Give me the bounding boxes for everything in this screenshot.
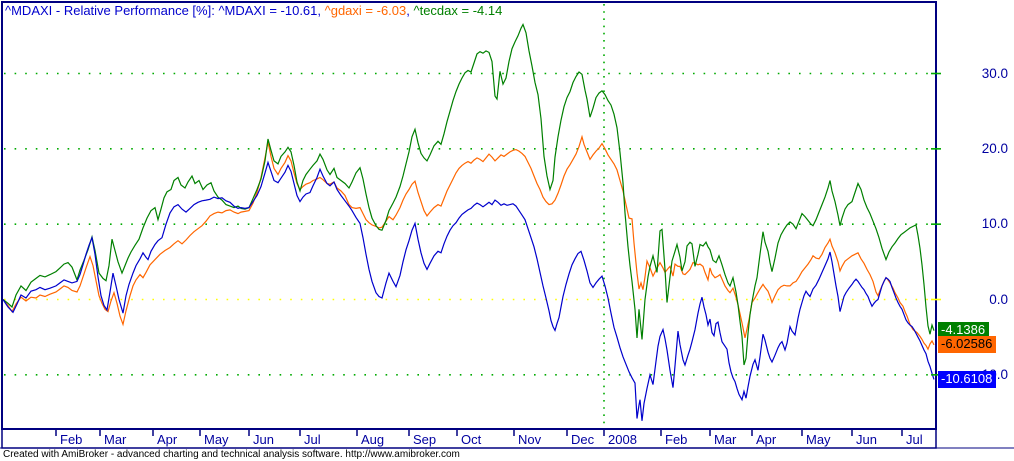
x-axis-label-4-Jun: Jun bbox=[253, 432, 274, 447]
x-axis-label-6-Aug: Aug bbox=[361, 432, 385, 447]
y-axis-label-20.0: 20.0 bbox=[981, 140, 1008, 156]
series-line-gdaxi bbox=[2, 134, 935, 351]
x-axis-label-8-Oct: Oct bbox=[461, 432, 482, 447]
chart-title-segment-1: ^gdaxi = -6.03 bbox=[324, 3, 407, 18]
chart-title-segment-2: , bbox=[406, 3, 414, 18]
footer-credit: Created with AmiBroker - advanced charti… bbox=[3, 449, 460, 460]
chart-title-segment-0: ^MDAXI - Relative Performance [%]: ^MDAX… bbox=[5, 3, 325, 18]
x-axis-label-11-2008: 2008 bbox=[608, 432, 637, 447]
last-value-badge-tecdax: -4.1386 bbox=[938, 322, 990, 339]
x-axis-label-13-Mar: Mar bbox=[714, 432, 737, 447]
y-axis-label-30.0: 30.0 bbox=[981, 65, 1008, 81]
y-axis-label-10.0: 10.0 bbox=[981, 216, 1008, 232]
x-axis-label-14-Apr: Apr bbox=[756, 432, 777, 447]
chart-title: ^MDAXI - Relative Performance [%]: ^MDAX… bbox=[4, 3, 507, 19]
y-axis-label-0.0: 0.0 bbox=[989, 291, 1008, 307]
x-axis-label-17-Jul: Jul bbox=[906, 432, 923, 447]
last-value-badge-gdaxi: -6.02586 bbox=[938, 336, 997, 353]
series-line-tecdax bbox=[2, 23, 935, 366]
x-axis-label-0-Feb: Feb bbox=[60, 432, 83, 447]
plot-border bbox=[1, 1, 937, 430]
x-axis-label-16-Jun: Jun bbox=[856, 432, 877, 447]
chart-title-segment-3: ^tecdax = -4.14 bbox=[413, 3, 503, 18]
series-line-MDAXI bbox=[2, 160, 935, 421]
x-axis-label-9-Nov: Nov bbox=[518, 432, 542, 447]
x-axis-label-2-Apr: Apr bbox=[157, 432, 178, 447]
x-axis-label-10-Dec: Dec bbox=[571, 432, 595, 447]
last-value-badge-MDAXI: -10.6108 bbox=[938, 371, 997, 388]
x-axis-label-15-May: May bbox=[806, 432, 831, 447]
x-axis-label-7-Sep: Sep bbox=[413, 432, 437, 447]
x-axis-label-12-Feb: Feb bbox=[665, 432, 688, 447]
x-axis-label-3-May: May bbox=[204, 432, 229, 447]
x-axis-label-1-Mar: Mar bbox=[104, 432, 127, 447]
x-axis-label-5-Jul: Jul bbox=[304, 432, 321, 447]
